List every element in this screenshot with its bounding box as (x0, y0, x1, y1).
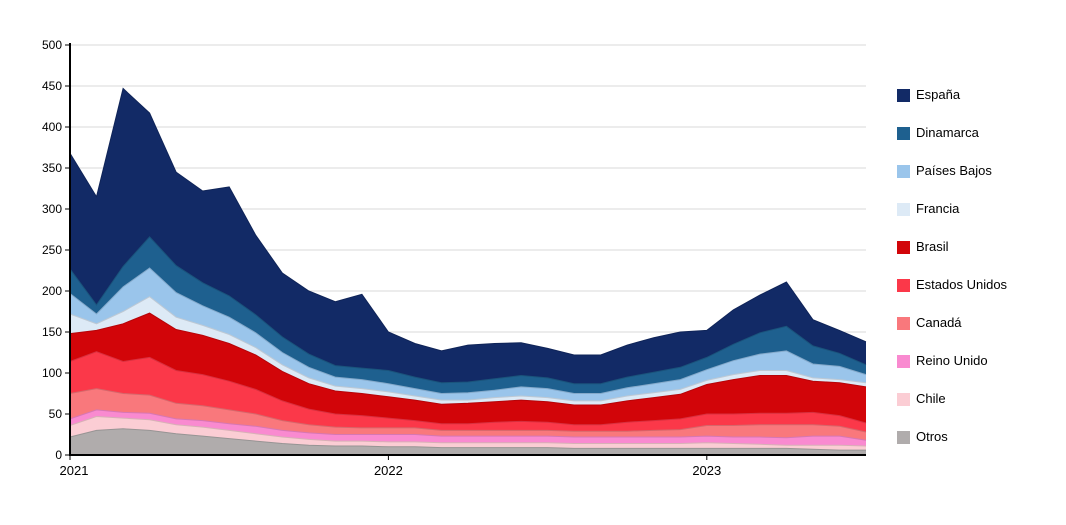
x-axis-label: 2021 (60, 463, 89, 478)
boundary-paises-bajos (69, 267, 867, 395)
legend-swatch-otros (897, 430, 910, 444)
legend-item-canada[interactable]: Canadá (897, 316, 1007, 330)
legend-item-paises-bajos[interactable]: Países Bajos (897, 164, 1007, 178)
x-axis-label: 2022 (374, 463, 403, 478)
legend-label: Canadá (916, 315, 962, 330)
y-axis-label: 50 (49, 407, 63, 421)
chart-legend: España Dinamarca Países Bajos Francia Brasil… (897, 88, 1007, 444)
legend-label: Estados Unidos (916, 277, 1008, 292)
legend-item-brasil[interactable]: Brasil (897, 240, 1007, 254)
boundary-estados-unidos (69, 351, 867, 426)
legend-item-reino-unido[interactable]: Reino Unido (897, 354, 1007, 368)
axes (69, 43, 866, 456)
legend-item-otros[interactable]: Otros (897, 430, 1007, 444)
boundary-canada (69, 388, 867, 433)
legend-item-chile[interactable]: Chile (897, 392, 1007, 406)
legend-item-estados-unidos[interactable]: Estados Unidos (897, 278, 1007, 292)
y-axis-label: 400 (42, 120, 62, 134)
legend-swatch-dinamarca (897, 126, 910, 140)
areas (69, 87, 867, 455)
x-axis-label: 2023 (692, 463, 721, 478)
y-axis-label: 500 (42, 38, 62, 52)
x-axis-ticks: 2021 2022 2023 (60, 455, 721, 478)
y-axis-ticks: 0 50 100 150 200 250 300 350 400 450 500 (42, 38, 70, 462)
legend-swatch-francia (897, 202, 910, 216)
y-axis-label: 350 (42, 161, 62, 175)
legend-label: Chile (916, 391, 946, 406)
boundary-reino-unido (69, 409, 867, 441)
legend-label: España (916, 87, 961, 102)
boundary-espana (69, 87, 867, 356)
legend-label: Países Bajos (916, 163, 992, 178)
legend-swatch-chile (897, 392, 910, 406)
legend-swatch-canada (897, 316, 910, 330)
legend-label: Otros (916, 429, 948, 444)
legend-swatch-reino-unido (897, 354, 910, 368)
boundary-otros (69, 428, 866, 451)
y-axis-label: 150 (42, 325, 62, 339)
y-axis-label: 100 (42, 366, 62, 380)
boundary-francia (69, 296, 867, 402)
y-axis-label: 200 (42, 284, 62, 298)
boundary-brasil (69, 312, 867, 406)
legend-label: Reino Unido (916, 353, 988, 368)
legend-item-espana[interactable]: España (897, 88, 1007, 102)
legend-swatch-espana (897, 88, 910, 102)
legend-swatch-brasil (897, 240, 910, 254)
boundary-chile (69, 415, 867, 447)
legend-swatch-estados-unidos (897, 278, 910, 292)
boundary-dinamarca (69, 236, 867, 385)
y-axis-label: 0 (55, 448, 62, 462)
legend-label: Francia (916, 201, 960, 216)
legend-swatch-paises-bajos (897, 164, 910, 178)
y-axis-label: 300 (42, 202, 62, 216)
y-axis-label: 250 (42, 243, 62, 257)
legend-label: Dinamarca (916, 125, 979, 140)
y-axis-label: 450 (42, 79, 62, 93)
legend-item-dinamarca[interactable]: Dinamarca (897, 126, 1007, 140)
legend-label: Brasil (916, 239, 949, 254)
legend-item-francia[interactable]: Francia (897, 202, 1007, 216)
